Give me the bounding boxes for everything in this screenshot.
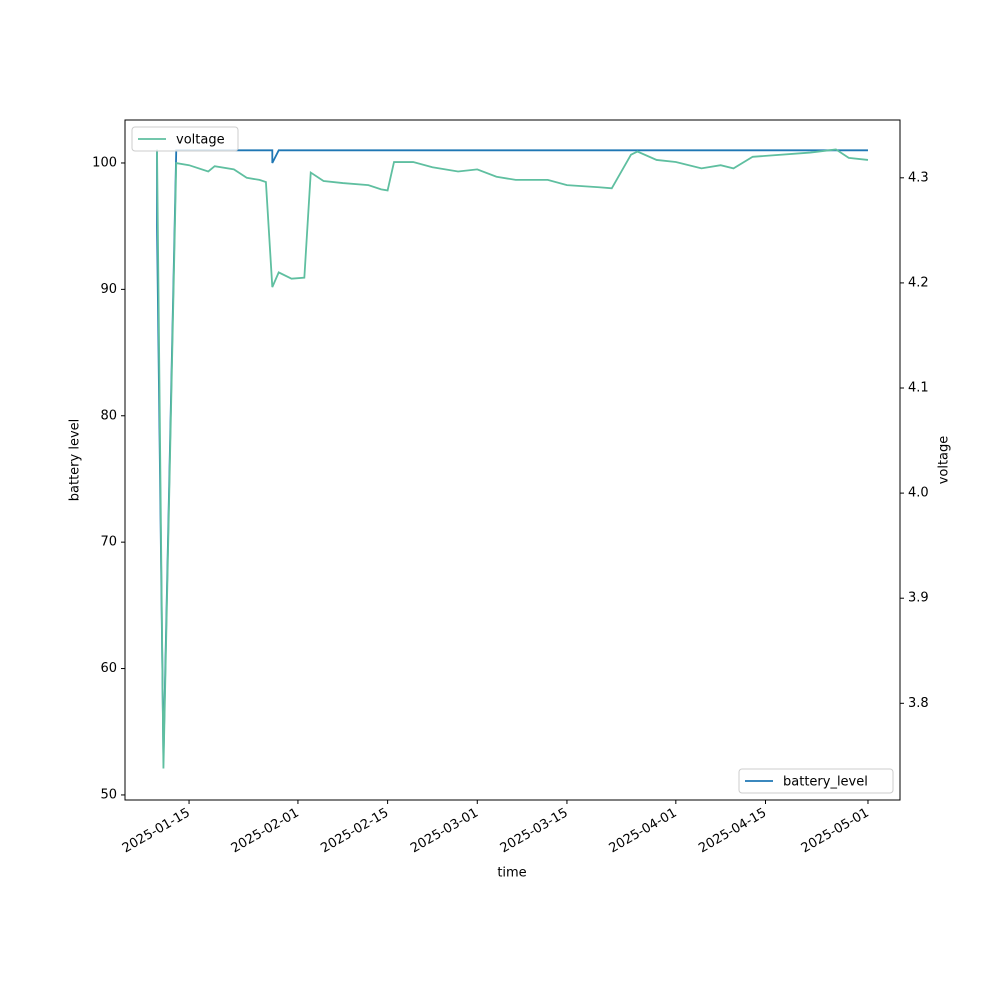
plot-frame [124,119,901,801]
y-tick-label: 100 [92,155,117,170]
x-tick-label: 2025-02-15 [318,806,391,857]
x-tick-label: 2025-03-15 [498,806,571,857]
x-axis-label: time [497,866,526,881]
x-tick-label: 2025-05-01 [799,806,872,857]
x-tick-label: 2025-02-01 [229,806,302,857]
y-axis-label: battery level [68,419,83,502]
y-tick-label: 70 [100,535,117,550]
y2-tick-label: 4.1 [908,381,929,396]
y2-tick-label: 3.8 [908,696,929,711]
y2-tick-label: 3.9 [908,591,929,606]
y-tick-label: 60 [100,661,117,676]
y2-tick-label: 4.3 [908,170,929,185]
x-tick-label: 2025-01-15 [120,806,193,857]
y-tick-label: 90 [100,282,117,297]
legend-label: battery_level [783,775,868,790]
legend-label: voltage [176,133,225,148]
x-tick-label: 2025-03-01 [408,806,481,857]
y-tick-label: 50 [100,787,117,802]
y2-axis-label: voltage [937,436,952,485]
y-tick-label: 80 [100,408,117,423]
y2-tick-label: 4.2 [908,275,929,290]
x-tick-label: 2025-04-01 [607,806,680,857]
legend-box [738,768,894,794]
series-line [156,149,868,758]
series-line [156,148,869,769]
legend-box [131,126,239,152]
y2-tick-label: 4.0 [908,486,929,501]
x-tick-label: 2025-04-15 [696,806,769,857]
